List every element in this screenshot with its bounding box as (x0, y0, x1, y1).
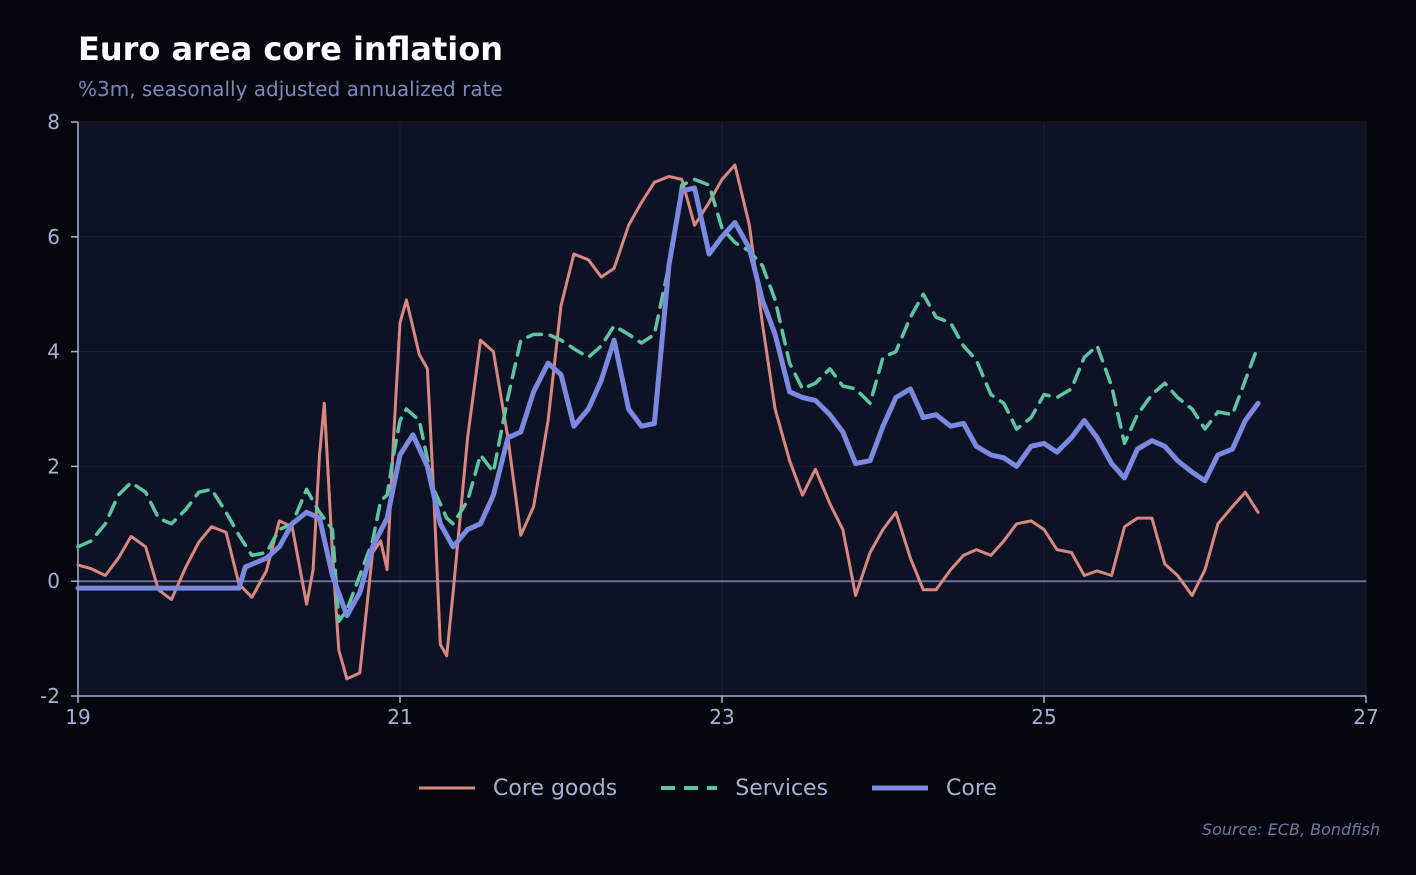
series-lines (75, 163, 1261, 681)
x-tick-label: 21 (387, 705, 412, 729)
x-tick-label: 19 (65, 705, 90, 729)
legend-swatch-core (872, 785, 929, 791)
axes: -2 0 2 4 6 8 19 21 23 25 27 (40, 110, 1379, 729)
legend-item-core: Core (872, 776, 997, 801)
x-tick-label: 23 (709, 705, 734, 729)
chart-title: Euro area core inflation (78, 30, 504, 68)
y-tick-label: -2 (40, 684, 60, 708)
y-tick-label: 8 (47, 110, 60, 134)
legend-label-core-goods: Core goods (493, 775, 618, 801)
legend-label-core: Core (946, 775, 997, 801)
legend-swatch-services (661, 786, 718, 790)
y-tick-label: 4 (47, 340, 60, 364)
legend-label-services: Services (735, 775, 829, 801)
y-tick-label: 0 (47, 569, 60, 593)
legend: Core goods Services Core (0, 768, 1416, 808)
x-tick-label: 25 (1031, 705, 1056, 729)
chart-subtitle: %3m, seasonally adjusted annualized rate (78, 77, 503, 101)
y-tick-label: 2 (47, 454, 60, 478)
line-chart: -2 0 2 4 6 8 19 21 23 25 27 (40, 110, 1379, 729)
series-line-services (76, 177, 1260, 624)
x-tick-label: 27 (1353, 705, 1378, 729)
source-note: Source: ECB, Bondfish (1201, 820, 1380, 839)
legend-item-core-goods: Core goods (419, 776, 617, 801)
series-line-core (75, 185, 1261, 619)
legend-item-services: Services (661, 776, 828, 801)
legend-swatch-core-goods (419, 786, 476, 790)
y-tick-label: 6 (47, 225, 60, 249)
